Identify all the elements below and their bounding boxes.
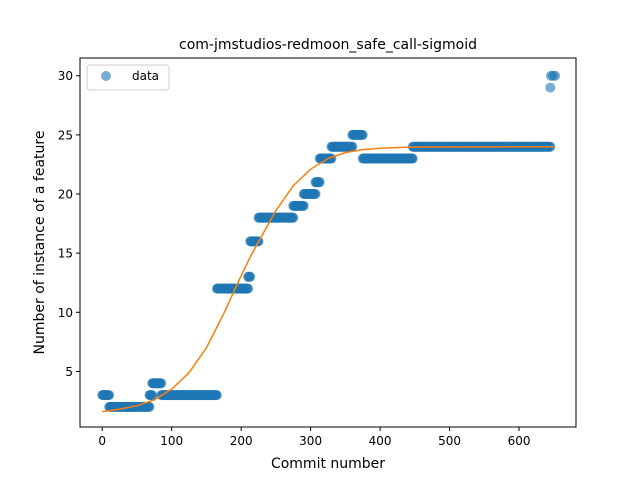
y-tick-label: 15 [58, 247, 73, 261]
y-tick-label: 30 [58, 69, 73, 83]
y-tick-label: 5 [65, 365, 73, 379]
data-point [314, 177, 325, 188]
data-point [298, 200, 309, 211]
x-tick-label: 0 [98, 434, 106, 448]
data-point [147, 390, 158, 401]
data-point [211, 390, 222, 401]
legend-marker [101, 71, 111, 81]
y-axis: 5 10 15 20 25 30 [58, 69, 80, 379]
data-point [104, 390, 115, 401]
data-point [144, 401, 155, 412]
y-tick-label: 25 [58, 128, 73, 142]
plot-area [97, 70, 561, 413]
x-tick-label: 100 [160, 434, 183, 448]
data-point [407, 153, 418, 164]
data-point [156, 378, 167, 389]
x-tick-label: 400 [369, 434, 392, 448]
x-tick-label: 600 [508, 434, 531, 448]
data-point [357, 129, 368, 140]
y-tick-label: 20 [58, 188, 73, 202]
data-point [245, 271, 256, 282]
legend: data [86, 64, 170, 91]
x-axis-label: Commit number [271, 456, 385, 472]
chart-title: com-jmstudios-redmoon_safe_call-sigmoid [179, 37, 477, 53]
data-point [550, 70, 561, 81]
data-point [243, 283, 254, 294]
y-tick-label: 10 [58, 306, 73, 320]
y-axis-label: Number of instance of a feature [32, 131, 48, 355]
x-axis: 0 100 200 300 400 500 600 [98, 427, 530, 448]
data-point [288, 212, 299, 223]
axes-frame [79, 57, 577, 428]
legend-label: data [132, 69, 159, 83]
x-tick-label: 300 [299, 434, 322, 448]
data-point [545, 82, 556, 93]
data-point [310, 189, 321, 200]
x-tick-label: 500 [438, 434, 461, 448]
sigmoid-fit-line [102, 145, 554, 413]
data-point [347, 141, 358, 152]
x-tick-label: 200 [230, 434, 253, 448]
